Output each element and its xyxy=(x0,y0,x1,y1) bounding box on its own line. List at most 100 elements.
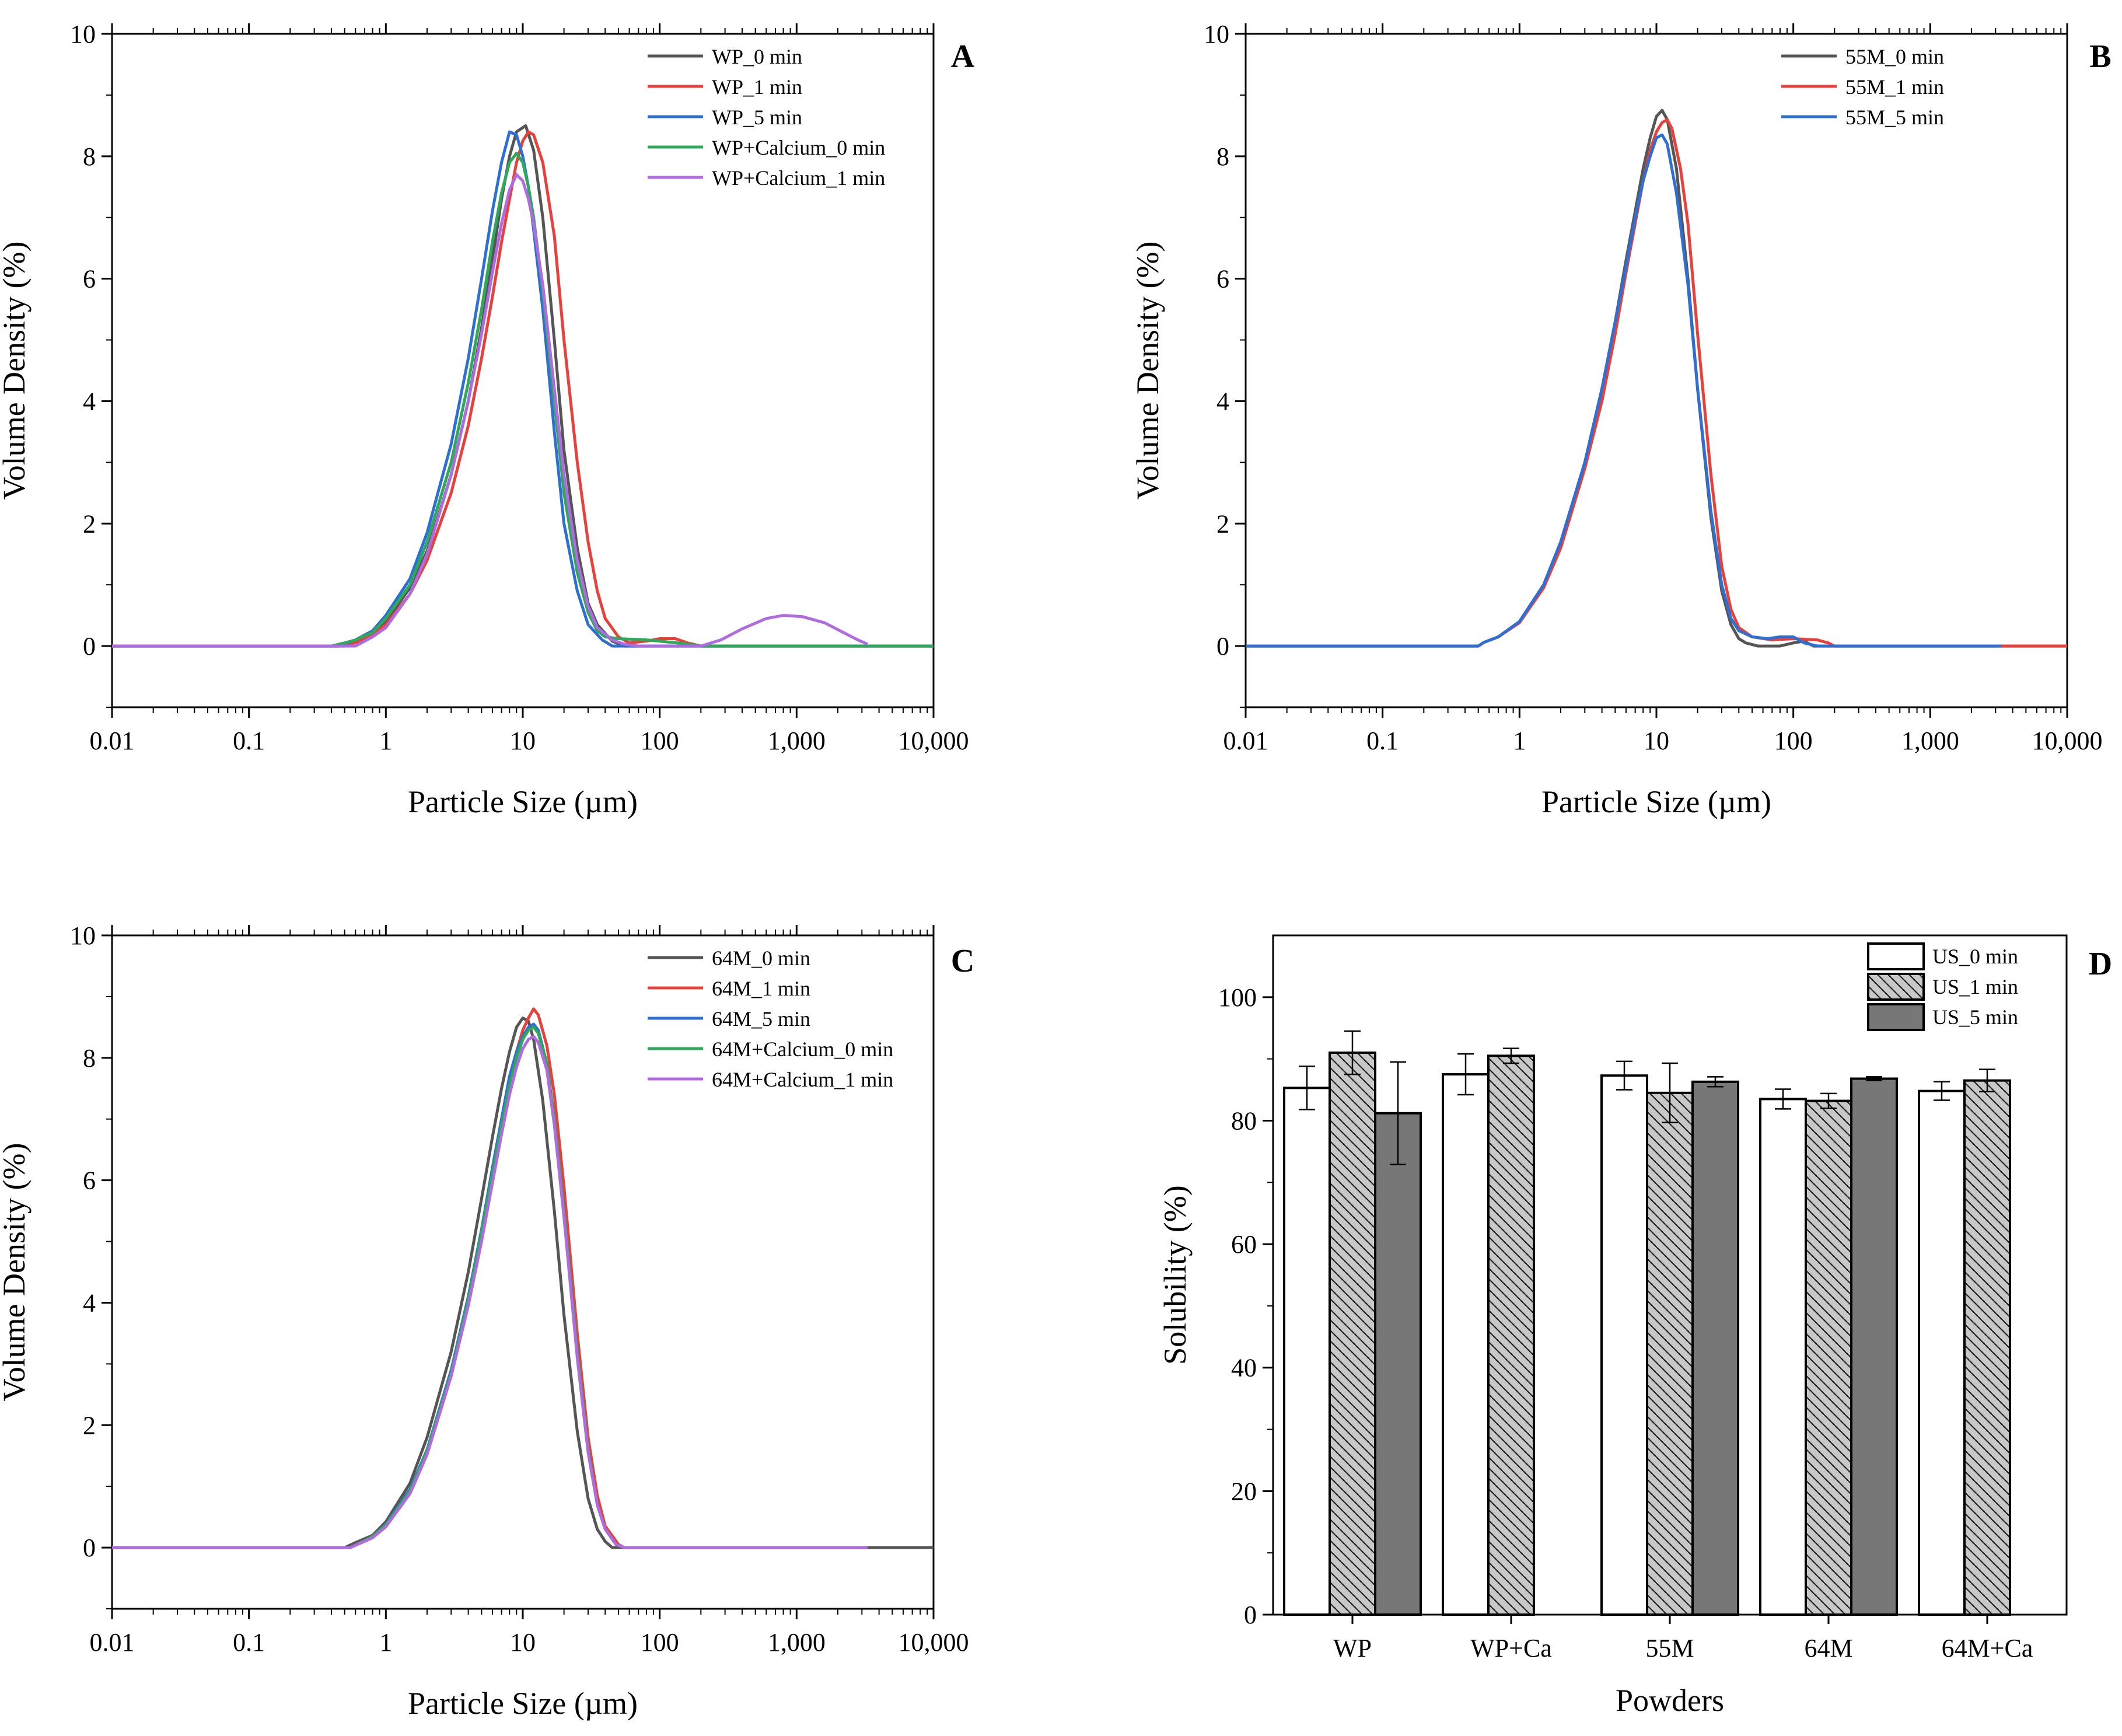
legend-label-3: WP_5 min xyxy=(712,106,802,129)
x-tick-label: 0.01 xyxy=(90,726,135,755)
y-tick-label: 100 xyxy=(1218,983,1257,1012)
panel-letter: D xyxy=(2089,946,2112,982)
y-tick-label: 10 xyxy=(1204,20,1229,48)
legend-label-1: WP_0 min xyxy=(712,45,802,68)
panel-D: 0 20 40 60 80 100 WP WP+Ca 55M 64M 64M+Ca Powders So… xyxy=(1158,934,2112,1718)
legend-label-3: 64M_5 min xyxy=(712,1007,810,1031)
y-tick-label: 8 xyxy=(1216,142,1229,171)
y-tick-label: 8 xyxy=(83,1044,96,1073)
series-line-5 xyxy=(112,173,869,648)
series-line-2 xyxy=(112,130,934,648)
bar-wp-ca-1 xyxy=(1442,1073,1490,1616)
x-tick-label: 1,000 xyxy=(1901,726,1959,755)
y-tick-label: 6 xyxy=(83,265,96,294)
x-tick-label: 100 xyxy=(641,1628,679,1657)
y-axis-label: Volume Density (%) xyxy=(1130,242,1165,500)
y-tick-label: 2 xyxy=(83,1411,96,1440)
panel-letter: A xyxy=(951,39,975,75)
x-tick-label: 64M+Ca xyxy=(1942,1634,2033,1662)
y-tick-label: 40 xyxy=(1231,1354,1257,1382)
legend-label-5: WP+Calcium_1 min xyxy=(712,166,885,190)
x-tick-label: 1 xyxy=(1513,726,1526,755)
bar-wp-ca-2 xyxy=(1487,1054,1535,1616)
series-line-5 xyxy=(112,1035,868,1549)
y-tick-label: 6 xyxy=(1216,265,1229,294)
x-tick-label: 1,000 xyxy=(768,1628,826,1657)
y-tick-label: 0 xyxy=(1216,632,1229,661)
x-axis-label: Particle Size (µm) xyxy=(408,784,638,819)
series-line-3 xyxy=(112,130,934,648)
x-tick-label: 10,000 xyxy=(899,1628,969,1657)
series-line-4 xyxy=(112,152,934,648)
bar-64m-2 xyxy=(1805,1099,1852,1616)
x-axis-label: Particle Size (µm) xyxy=(1541,784,1771,819)
panel-B: 0.01 0.1 1 10 100 1,000 10,000 0 2 4 6 8 10 Particle … xyxy=(1130,20,2111,819)
x-tick-label: 0.1 xyxy=(233,726,265,755)
legend-label-4: 64M+Calcium_0 min xyxy=(712,1038,893,1061)
y-tick-label: 2 xyxy=(1216,509,1229,538)
legend-swatch-1 xyxy=(1867,942,1925,970)
bar-55m-1 xyxy=(1600,1074,1648,1616)
y-tick-label: 10 xyxy=(70,921,96,950)
x-tick-label: 0.1 xyxy=(1366,726,1399,755)
x-tick-label: WP xyxy=(1333,1634,1372,1662)
series-line-1 xyxy=(112,1017,934,1549)
y-tick-label: 6 xyxy=(83,1166,96,1195)
panel-C: 0.01 0.1 1 10 100 1,000 10,000 0 2 4 6 8 10 Particle … xyxy=(0,921,974,1721)
bar-wp-2 xyxy=(1329,1052,1376,1616)
x-tick-label: 10,000 xyxy=(2032,726,2103,755)
y-tick-label: 80 xyxy=(1231,1106,1257,1135)
legend-label-5: 64M+Calcium_1 min xyxy=(712,1068,893,1091)
legend-swatch-2 xyxy=(1867,973,1925,1001)
panel-letter: C xyxy=(951,943,974,979)
panel-A: 0.01 0.1 1 10 100 1,000 10,000 0 2 4 6 8 10 Particle … xyxy=(0,20,975,819)
bar-wp-1 xyxy=(1283,1087,1331,1616)
bar-55m-2 xyxy=(1646,1091,1694,1616)
y-tick-label: 4 xyxy=(1216,387,1229,415)
x-tick-label: 1 xyxy=(379,726,392,755)
series-line-3 xyxy=(112,1022,868,1549)
bar-64m-1 xyxy=(1759,1098,1807,1616)
legend-label-1: US_0 min xyxy=(1932,945,2018,968)
x-tick-label: 10 xyxy=(510,726,536,755)
y-tick-label: 4 xyxy=(83,1288,96,1317)
x-tick-label: 55M xyxy=(1645,1634,1694,1662)
x-tick-label: WP+Ca xyxy=(1470,1634,1552,1662)
legend-label-4: WP+Calcium_0 min xyxy=(712,136,885,159)
x-axis-label: Powders xyxy=(1616,1683,1724,1718)
legend-label-1: 64M_0 min xyxy=(712,946,810,970)
series-line-2 xyxy=(1246,118,2067,648)
legend-label-3: 55M_5 min xyxy=(1845,106,1944,129)
y-tick-label: 0 xyxy=(1244,1601,1257,1629)
x-tick-label: 10 xyxy=(510,1628,536,1657)
legend-label-2: WP_1 min xyxy=(712,75,802,99)
x-tick-label: 0.01 xyxy=(1223,726,1268,755)
y-tick-label: 0 xyxy=(83,632,96,661)
y-axis-label: Solubility (%) xyxy=(1158,1185,1193,1365)
y-axis-label: Volume Density (%) xyxy=(0,242,32,500)
x-tick-label: 10,000 xyxy=(899,726,969,755)
legend-label-2: 55M_1 min xyxy=(1845,75,1944,99)
x-tick-label: 10 xyxy=(1644,726,1669,755)
x-tick-label: 100 xyxy=(641,726,679,755)
series-line-3 xyxy=(1246,133,2001,648)
bar-64m-ca-2 xyxy=(1963,1079,2011,1616)
panel-letter: B xyxy=(2089,39,2111,75)
x-tick-label: 64M xyxy=(1804,1634,1852,1662)
legend-label-1: 55M_0 min xyxy=(1845,45,1944,68)
y-axis-label: Volume Density (%) xyxy=(0,1143,32,1402)
series-line-4 xyxy=(112,1025,868,1549)
y-tick-label: 4 xyxy=(83,387,96,415)
y-tick-label: 2 xyxy=(83,509,96,538)
bar-64m-ca-1 xyxy=(1918,1089,1966,1616)
bar-wp-3 xyxy=(1374,1112,1422,1616)
legend-label-2: US_1 min xyxy=(1932,975,2018,998)
plot-frame xyxy=(111,33,935,708)
x-axis-label: Particle Size (µm) xyxy=(408,1686,638,1721)
bar-55m-3 xyxy=(1691,1080,1739,1616)
x-tick-label: 1 xyxy=(379,1628,392,1657)
x-tick-label: 1,000 xyxy=(768,726,826,755)
y-tick-label: 10 xyxy=(70,20,96,48)
y-tick-label: 20 xyxy=(1231,1477,1257,1506)
